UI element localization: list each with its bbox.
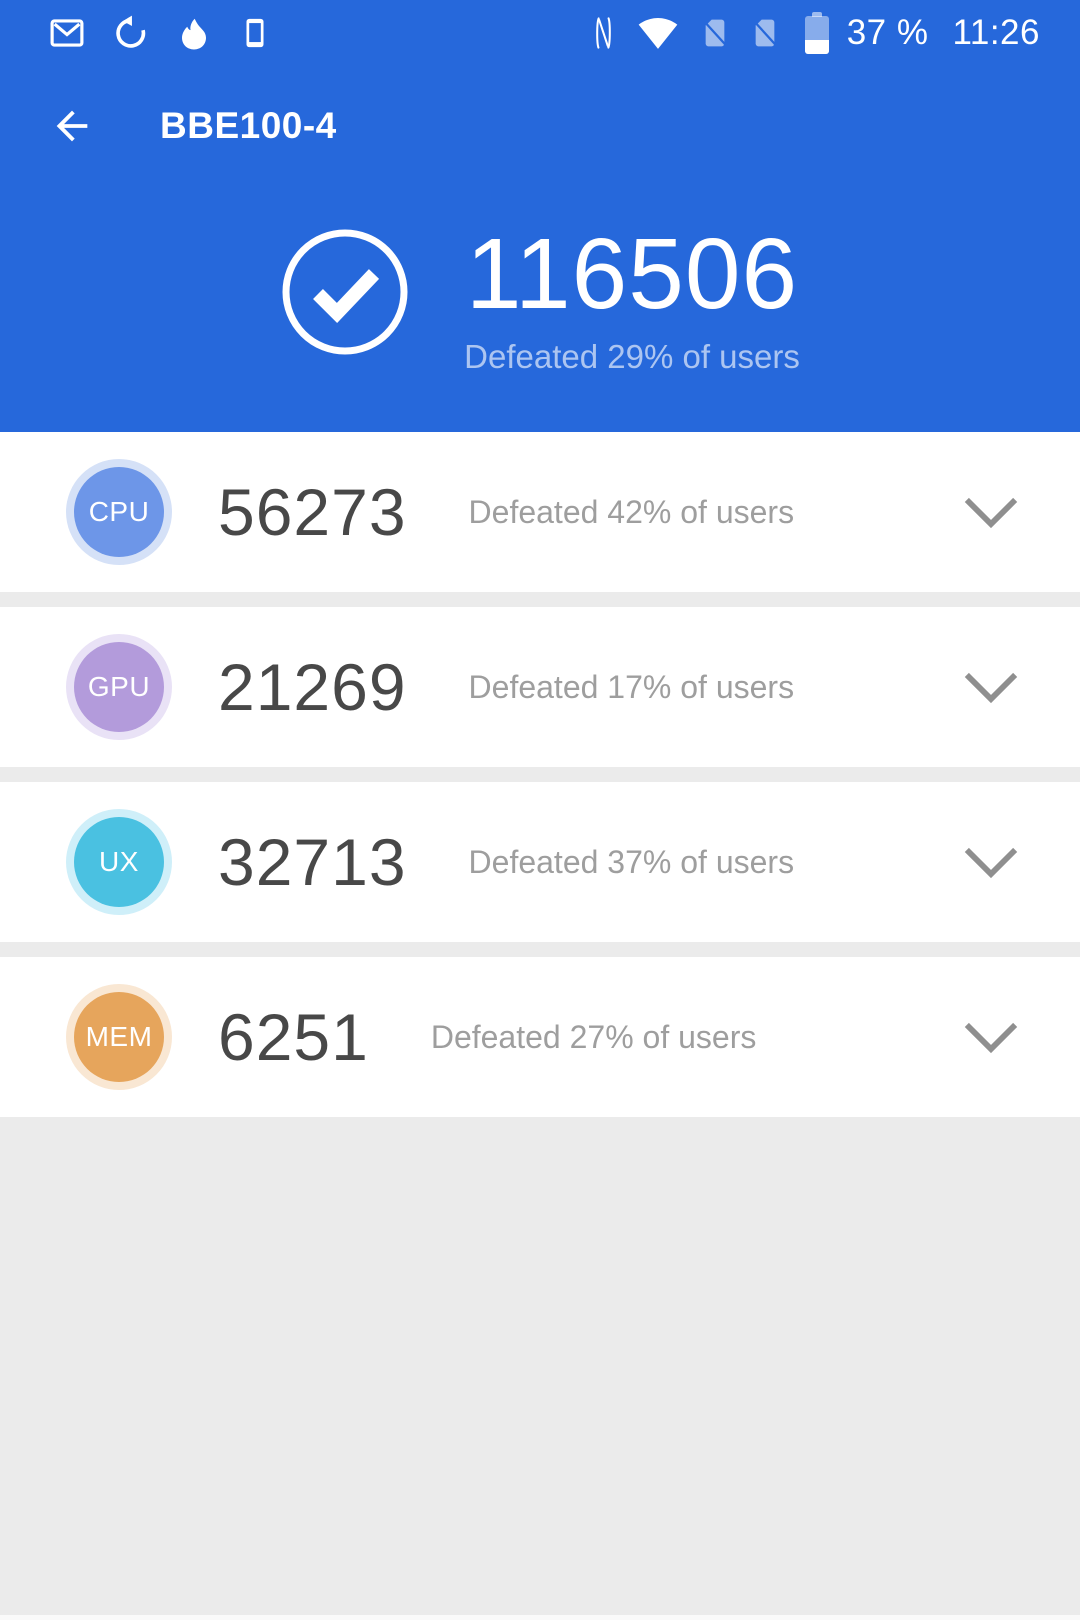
chevron-down-icon[interactable] xyxy=(962,495,1020,529)
row-separator xyxy=(0,592,1080,607)
clock-label: 11:26 xyxy=(952,13,1040,52)
score-row-mem[interactable]: MEM 6251 Defeated 27% of users xyxy=(0,957,1080,1117)
flame-icon xyxy=(176,14,212,52)
nfc-icon xyxy=(590,13,617,53)
app-bar: BBE100-4 xyxy=(0,66,1080,186)
ux-badge-label: UX xyxy=(99,846,139,877)
chevron-down-icon[interactable] xyxy=(962,670,1020,704)
total-score-hero: 116506 Defeated 29% of users xyxy=(0,208,1080,376)
status-bar-system-icons: 37 % 11:26 xyxy=(590,12,1040,54)
gpu-badge-label: GPU xyxy=(87,671,151,702)
cpu-badge-label: CPU xyxy=(88,496,150,527)
total-score-value: 116506 xyxy=(465,218,799,330)
wifi-icon xyxy=(635,13,681,53)
ux-defeated-label: Defeated 37% of users xyxy=(468,843,795,880)
ux-score-value: 32713 xyxy=(218,825,407,899)
total-score-block: 116506 Defeated 29% of users xyxy=(464,208,800,376)
mem-score-value: 6251 xyxy=(218,1000,369,1074)
mem-defeated-label: Defeated 27% of users xyxy=(430,1018,757,1055)
check-circle-icon xyxy=(280,227,410,357)
status-bar: 37 % 11:26 xyxy=(0,0,1080,66)
sync-icon xyxy=(112,14,150,52)
gpu-defeated-label: Defeated 17% of users xyxy=(468,668,795,705)
header: 37 % 11:26 BBE100-4 116506 Defeated 29% … xyxy=(0,0,1080,432)
screen-bottom-edge xyxy=(0,1615,1080,1620)
mem-badge: MEM xyxy=(66,984,172,1090)
chevron-down-icon[interactable] xyxy=(962,1020,1020,1054)
cpu-badge: CPU xyxy=(66,459,172,565)
total-defeated-label: Defeated 29% of users xyxy=(464,338,800,375)
score-row-cpu[interactable]: CPU 56273 Defeated 42% of users xyxy=(0,432,1080,592)
row-separator xyxy=(0,942,1080,957)
battery-icon xyxy=(804,12,829,54)
back-button[interactable] xyxy=(48,102,96,150)
gmail-icon xyxy=(48,14,86,52)
sim-disabled-icon xyxy=(699,13,731,53)
gpu-score-value: 21269 xyxy=(218,650,407,724)
cpu-score-value: 56273 xyxy=(218,475,407,549)
gpu-badge: GPU xyxy=(66,634,172,740)
mem-badge-label: MEM xyxy=(85,1021,153,1052)
row-separator xyxy=(0,767,1080,782)
score-row-gpu[interactable]: GPU 21269 Defeated 17% of users xyxy=(0,607,1080,767)
status-bar-notification-icons xyxy=(48,13,272,53)
arrow-left-icon xyxy=(56,110,88,142)
chevron-down-icon[interactable] xyxy=(962,845,1020,879)
ux-badge: UX xyxy=(66,809,172,915)
page-title: BBE100-4 xyxy=(160,105,337,146)
sim-disabled-icon xyxy=(749,13,781,53)
battery-percent-label: 37 % xyxy=(846,13,929,52)
score-row-ux[interactable]: UX 32713 Defeated 37% of users xyxy=(0,782,1080,942)
phone-icon xyxy=(238,13,272,53)
cpu-defeated-label: Defeated 42% of users xyxy=(468,493,795,530)
